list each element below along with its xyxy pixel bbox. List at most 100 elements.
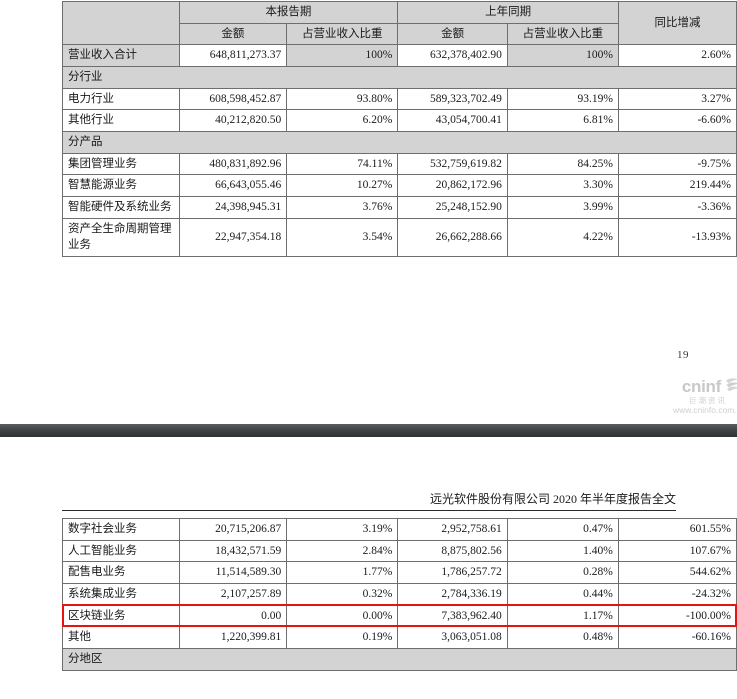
cell-amount-current: 648,811,273.37 — [178, 44, 288, 68]
cell-ratio-current: 2.84% — [286, 539, 399, 563]
table-row: 资产全生命周期管理业务 22,947,354.18 3.54% 26,662,288.… — [62, 217, 737, 258]
cell-item-name: 其他行业 — [62, 109, 180, 133]
cell-amount-current: 40,212,820.50 — [178, 109, 288, 133]
cell-item-name: 区块链业务 — [62, 604, 180, 628]
cell-item-name: 集团管理业务 — [62, 152, 180, 176]
cell-ratio-prior: 4.22% — [506, 217, 619, 258]
cell-yoy-change: 219.44% — [617, 174, 737, 198]
table-row: 系统集成业务 2,107,257.89 0.32% 2,784,336.19 0.44%… — [62, 583, 737, 606]
header-cell-amount-current: 金额 — [178, 22, 288, 46]
table-total-row: 营业收入合计 648,811,273.37 100% 632,378,402.90 10… — [62, 44, 737, 68]
table-section-header-row: 分行业 — [62, 66, 737, 89]
cell-ratio-current: 3.76% — [286, 196, 399, 219]
cell-amount-prior: 8,875,802.56 — [397, 539, 508, 563]
page-number: 19 — [677, 349, 689, 361]
header-cell-ratio-current: 占营业收入比重 — [286, 22, 399, 46]
revenue-table: 本报告期 上年同期 同比增减 金额 占营业收入比重 金额 占营业收入比重 营业收… — [62, 0, 737, 258]
cell-amount-current: 22,947,354.18 — [178, 217, 288, 258]
revenue-breakdown-table-part1: 本报告期 上年同期 同比增减 金额 占营业收入比重 金额 占营业收入比重 营业收… — [62, 0, 737, 258]
table-body-part1: 营业收入合计 648,811,273.37 100% 632,378,402.90 10… — [62, 44, 737, 258]
cell-ratio-prior: 1.17% — [506, 604, 619, 628]
report-page-20: 远光软件股份有限公司 2020 年半年度报告全文 数字社会业务 20,715,20… — [0, 437, 737, 699]
cell-yoy-change: 3.27% — [617, 87, 737, 111]
cell-ratio-prior: 84.25% — [506, 152, 619, 176]
section-label: 分行业 — [62, 66, 737, 89]
table-section-header-row: 分产品 — [62, 131, 737, 154]
cell-item-name: 智慧能源业务 — [62, 174, 180, 198]
cell-amount-prior: 43,054,700.41 — [397, 109, 508, 133]
cell-ratio-current: 74.11% — [286, 152, 399, 176]
report-page-19: 本报告期 上年同期 同比增减 金额 占营业收入比重 金额 占营业收入比重 营业收… — [62, 0, 737, 415]
cell-item-name: 资产全生命周期管理业务 — [62, 217, 180, 258]
cell-amount-current: 11,514,589.30 — [178, 561, 288, 585]
watermark-brand-cn: 巨潮资讯 — [689, 396, 727, 405]
cell-amount-current: 1,220,399.81 — [178, 626, 288, 650]
header-cell-ratio-prior: 占营业收入比重 — [506, 22, 619, 46]
revenue-table-continued: 数字社会业务 20,715,206.87 3.19% 2,952,758.61 0.47… — [62, 518, 737, 671]
cell-amount-current: 608,598,452.87 — [178, 87, 288, 111]
cell-ratio-prior: 3.99% — [506, 196, 619, 219]
cell-ratio-current: 0.32% — [286, 583, 399, 606]
cell-amount-prior: 2,952,758.61 — [397, 518, 508, 541]
cell-ratio-current: 0.00% — [286, 604, 399, 628]
cell-ratio-current: 3.54% — [286, 217, 399, 258]
cell-yoy-change: -100.00% — [617, 604, 737, 628]
cell-amount-prior: 2,784,336.19 — [397, 583, 508, 606]
watermark-url: www.cninfo.com.c — [672, 404, 737, 415]
header-group-current-period: 本报告期 — [178, 1, 399, 24]
cell-ratio-current: 100% — [286, 44, 399, 68]
header-cell-amount-prior: 金额 — [397, 22, 508, 46]
cell-amount-current: 18,432,571.59 — [178, 539, 288, 563]
cell-ratio-current: 6.20% — [286, 109, 399, 133]
table-row: 电力行业 608,598,452.87 93.80% 589,323,702.49 93… — [62, 87, 737, 111]
cell-yoy-change: 601.55% — [617, 518, 737, 541]
revenue-breakdown-table-part2: 数字社会业务 20,715,206.87 3.19% 2,952,758.61 0.47… — [62, 518, 737, 671]
watermark-brand-row: cninf — [629, 377, 737, 396]
cell-ratio-current: 10.27% — [286, 174, 399, 198]
cell-item-name: 智能硬件及系统业务 — [62, 196, 180, 219]
cell-ratio-prior: 100% — [506, 44, 619, 68]
header-group-prior-period: 上年同期 — [397, 1, 619, 24]
cell-amount-current: 20,715,206.87 — [178, 518, 288, 541]
cell-yoy-change: -9.75% — [617, 152, 737, 176]
cell-ratio-current: 0.19% — [286, 626, 399, 650]
cell-item-name: 其他 — [62, 626, 180, 650]
cell-ratio-prior: 1.40% — [506, 539, 619, 563]
cell-item-name: 系统集成业务 — [62, 583, 180, 606]
table-row: 配售电业务 11,514,589.30 1.77% 1,786,257.72 0.28%… — [62, 561, 737, 585]
header-cell-yoy: 同比增减 — [617, 0, 737, 46]
table-row: 其他行业 40,212,820.50 6.20% 43,054,700.41 6.81%… — [62, 109, 737, 133]
cell-item-name: 数字社会业务 — [62, 518, 180, 541]
section-label: 分地区 — [62, 648, 737, 671]
cell-ratio-prior: 6.81% — [506, 109, 619, 133]
header-cell-name — [62, 0, 180, 46]
table-section-header-row: 分地区 — [62, 648, 737, 671]
cell-amount-prior: 1,786,257.72 — [397, 561, 508, 585]
cell-amount-current: 0.00 — [178, 604, 288, 628]
cell-amount-prior: 589,323,702.49 — [397, 87, 508, 111]
cell-item-name: 人工智能业务 — [62, 539, 180, 563]
cell-amount-prior: 532,759,619.82 — [397, 152, 508, 176]
cell-ratio-prior: 0.47% — [506, 518, 619, 541]
cell-yoy-change: -6.60% — [617, 109, 737, 133]
watermark-brand-text: cninf — [681, 377, 721, 396]
cell-yoy-change: 107.67% — [617, 539, 737, 563]
table-row: 数字社会业务 20,715,206.87 3.19% 2,952,758.61 0.47… — [62, 518, 737, 541]
table-row: 集团管理业务 480,831,892.96 74.11% 532,759,619.82… — [62, 152, 737, 176]
running-header: 远光软件股份有限公司 2020 年半年度报告全文 — [62, 490, 676, 511]
cell-ratio-prior: 3.30% — [506, 174, 619, 198]
table-row: 人工智能业务 18,432,571.59 2.84% 8,875,802.56 1.40… — [62, 539, 737, 563]
cell-item-name: 营业收入合计 — [62, 44, 180, 68]
cell-item-name: 配售电业务 — [62, 561, 180, 585]
cell-amount-prior: 25,248,152.90 — [397, 196, 508, 219]
page-separator-band — [0, 424, 737, 437]
cell-amount-prior: 3,063,051.08 — [397, 626, 508, 650]
cell-amount-prior: 20,862,172.96 — [397, 174, 508, 198]
cell-yoy-change: 544.62% — [617, 561, 737, 585]
cell-ratio-current: 93.80% — [286, 87, 399, 111]
table-header: 本报告期 上年同期 同比增减 金额 占营业收入比重 金额 占营业收入比重 — [62, 0, 737, 46]
cell-yoy-change: -3.36% — [617, 196, 737, 219]
cell-yoy-change: -60.16% — [617, 626, 737, 650]
cell-amount-current: 66,643,055.46 — [178, 174, 288, 198]
cell-ratio-prior: 0.48% — [506, 626, 619, 650]
